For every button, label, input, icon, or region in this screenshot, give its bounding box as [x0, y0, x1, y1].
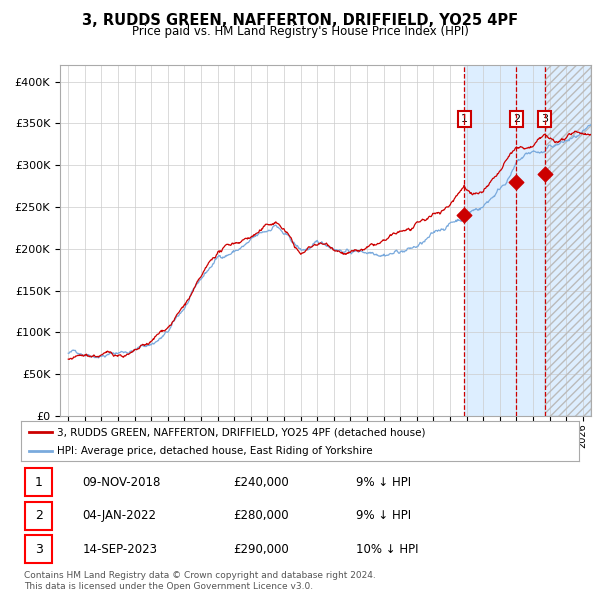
Text: 3, RUDDS GREEN, NAFFERTON, DRIFFIELD, YO25 4PF (detached house): 3, RUDDS GREEN, NAFFERTON, DRIFFIELD, YO…: [57, 427, 426, 437]
Text: 9% ↓ HPI: 9% ↓ HPI: [356, 476, 411, 489]
Point: [540, 169, 550, 178]
Text: 3: 3: [541, 114, 548, 124]
Text: £280,000: £280,000: [233, 509, 289, 522]
Text: 09-NOV-2018: 09-NOV-2018: [82, 476, 161, 489]
Text: 1: 1: [35, 476, 43, 489]
Text: HPI: Average price, detached house, East Riding of Yorkshire: HPI: Average price, detached house, East…: [57, 447, 373, 456]
Text: 14-SEP-2023: 14-SEP-2023: [82, 543, 157, 556]
Text: Contains HM Land Registry data © Crown copyright and database right 2024.
This d: Contains HM Land Registry data © Crown c…: [24, 571, 376, 590]
Text: 3: 3: [35, 543, 43, 556]
Text: 04-JAN-2022: 04-JAN-2022: [82, 509, 157, 522]
Text: 2: 2: [513, 114, 520, 124]
Text: £290,000: £290,000: [233, 543, 289, 556]
Point: [460, 211, 469, 220]
Text: 10% ↓ HPI: 10% ↓ HPI: [356, 543, 418, 556]
Text: 9% ↓ HPI: 9% ↓ HPI: [356, 509, 411, 522]
FancyBboxPatch shape: [25, 468, 52, 496]
Text: 3, RUDDS GREEN, NAFFERTON, DRIFFIELD, YO25 4PF: 3, RUDDS GREEN, NAFFERTON, DRIFFIELD, YO…: [82, 13, 518, 28]
Point: [512, 177, 521, 186]
FancyBboxPatch shape: [25, 502, 52, 530]
Text: 2: 2: [35, 509, 43, 522]
Bar: [464, 65, 591, 416]
Bar: [545, 65, 591, 416]
FancyBboxPatch shape: [25, 535, 52, 563]
Text: 1: 1: [461, 114, 468, 124]
Text: Price paid vs. HM Land Registry's House Price Index (HPI): Price paid vs. HM Land Registry's House …: [131, 25, 469, 38]
Text: £240,000: £240,000: [233, 476, 289, 489]
